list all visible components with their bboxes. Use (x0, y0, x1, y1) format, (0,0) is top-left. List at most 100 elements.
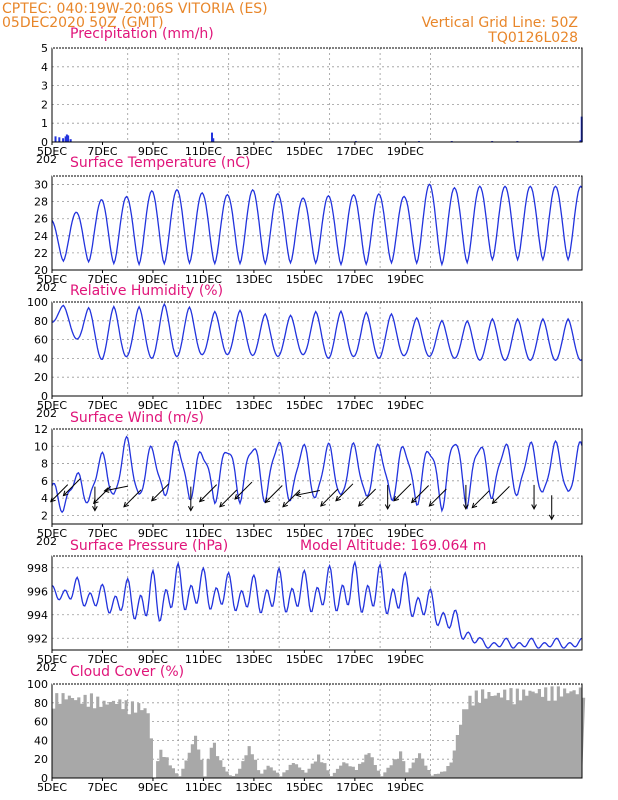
x-tick-label: 9DEC (138, 399, 168, 412)
precip-bar (58, 137, 61, 142)
panel-title: Surface Wind (m/s) (70, 410, 204, 426)
wind-arrow-head (384, 504, 391, 510)
wind-arrow-head (531, 504, 537, 510)
x-tick-label: 13DEC (235, 653, 272, 666)
panel-2: 20 22 24 26 28 30 Surface Temperature (nC) 5DEC… (34, 155, 583, 294)
wind-arrow (282, 489, 301, 508)
wind-arrow (463, 484, 469, 510)
x-tick-label: 13DEC (235, 527, 272, 540)
x-tick-label: 13DEC (235, 399, 272, 412)
x-tick-label: 7DEC (87, 781, 117, 794)
panel-annotation: Model Altitude: 169.064 m (300, 538, 486, 554)
y-tick-label: 2 (41, 98, 48, 111)
y-tick-label: 100 (27, 678, 48, 691)
y-tick-label: 22 (34, 247, 48, 260)
header-model-id: TQ0126L028 (487, 30, 578, 46)
x-tick-label: 5DEC (37, 145, 67, 158)
y-tick-label: 80 (34, 697, 48, 710)
x-tick-label: 17DEC (336, 527, 373, 540)
wind-arrow (384, 484, 391, 510)
wind-arrow-shaft (104, 485, 129, 492)
wind-arrow (150, 483, 170, 502)
wind-arrow-head (295, 491, 302, 498)
x-year-label: 202 (36, 661, 57, 674)
wind-arrow (198, 484, 218, 503)
y-tick-label: 28 (34, 196, 48, 209)
wind-arrow-shaft (393, 483, 412, 502)
x-year-label: 202 (36, 153, 57, 166)
wind-arrow-head (393, 495, 399, 502)
x-tick-label: 15DEC (286, 399, 323, 412)
panel-3: 0 20 40 60 80 100 Relative Humidity (%) 5DEC 7DE… (27, 283, 583, 420)
wind-arrow (320, 488, 339, 507)
wind-arrow (187, 486, 194, 512)
y-tick-label: 2 (41, 509, 48, 522)
wind-arrow-head (123, 501, 129, 508)
x-tick-label: 17DEC (336, 653, 373, 666)
series-line (51, 302, 583, 362)
y-tick-label: 20 (34, 264, 48, 277)
panel-frame (51, 301, 583, 397)
x-tick-label: 5DEC (37, 527, 67, 540)
wind-arrow (92, 486, 112, 505)
x-tick-label: 13DEC (235, 781, 272, 794)
precip-bar (212, 138, 215, 142)
wind-arrow-head (320, 501, 326, 507)
series-line (51, 435, 583, 514)
x-tick-label: 7DEC (87, 653, 117, 666)
wind-arrow (357, 488, 377, 507)
x-tick-label: 15DEC (286, 781, 323, 794)
x-tick-label: 13DEC (235, 273, 272, 286)
header-date: 05DEC2020 50Z (GMT) (2, 15, 164, 31)
x-tick-label: 5DEC (37, 781, 67, 794)
y-tick-label: 60 (34, 334, 48, 347)
wind-arrow-shaft (411, 485, 430, 503)
wind-arrow (264, 485, 283, 504)
x-tick-label: 9DEC (138, 781, 168, 794)
wind-arrow (428, 488, 447, 507)
wind-arrow-head (62, 490, 69, 497)
wind-arrow-head (187, 506, 194, 512)
wind-arrow-shaft (296, 489, 320, 496)
wind-arrow-head (463, 504, 469, 510)
panel-title: Surface Temperature (nC) (70, 155, 251, 171)
y-tick-label: 0 (41, 772, 48, 785)
x-tick-label: 19DEC (387, 273, 424, 286)
panel-frame (51, 47, 583, 143)
x-tick-label: 11DEC (185, 399, 222, 412)
wind-arrow-head (150, 495, 157, 502)
x-tick-label: 5DEC (37, 399, 67, 412)
y-tick-label: 0 (41, 390, 48, 403)
panel-title: Cloud Cover (%) (70, 664, 184, 680)
wind-arrow-shaft (335, 483, 354, 502)
wind-arrow-head (410, 497, 417, 504)
wind-arrow (103, 485, 129, 493)
y-tick-label: 40 (34, 734, 48, 747)
x-tick-label: 17DEC (336, 399, 373, 412)
x-tick-label: 15DEC (286, 145, 323, 158)
wind-arrow-head (234, 494, 240, 500)
y-tick-label: 24 (34, 230, 48, 243)
y-tick-label: 8 (41, 458, 48, 471)
wind-arrow (123, 489, 142, 508)
wind-arrow-head (198, 496, 205, 503)
y-tick-label: 3 (41, 80, 48, 93)
y-tick-label: 5 (41, 42, 48, 55)
wind-arrow (491, 486, 510, 505)
y-tick-label: 60 (34, 716, 48, 729)
wind-arrow-shaft (151, 483, 170, 502)
y-tick-label: 4 (41, 492, 48, 505)
y-tick-label: 996 (27, 585, 48, 598)
x-tick-label: 11DEC (185, 273, 222, 286)
wind-arrow-head (92, 498, 99, 505)
precip-bar (65, 134, 68, 142)
x-year-label: 202 (36, 281, 57, 294)
wind-arrow-shaft (492, 486, 510, 504)
y-tick-label: 20 (34, 371, 48, 384)
y-tick-label: 30 (34, 179, 48, 192)
x-tick-label: 19DEC (387, 527, 424, 540)
wind-arrow-shaft (428, 488, 447, 507)
wind-arrow (62, 478, 81, 497)
x-tick-label: 9DEC (138, 527, 168, 540)
